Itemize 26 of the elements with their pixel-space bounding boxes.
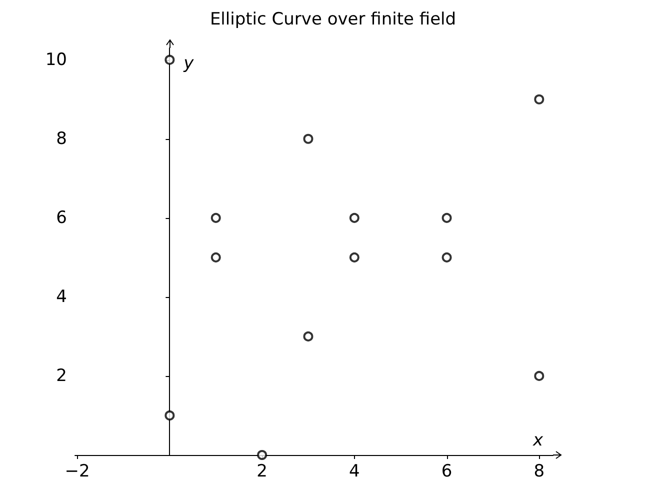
y-axis-title: y (182, 54, 195, 74)
point (349, 252, 360, 262)
point (210, 212, 221, 223)
x-tick-label: 2 (256, 462, 268, 482)
y-tick-label: 4 (56, 286, 67, 307)
point (210, 252, 221, 262)
point (349, 212, 360, 223)
point (442, 252, 452, 262)
point (257, 450, 268, 460)
point (534, 94, 544, 104)
x-tick-label: 8 (534, 462, 545, 482)
point (534, 370, 544, 381)
chart-title: Elliptic Curve over finite field (210, 10, 456, 30)
x-tick-label: −2 (64, 462, 90, 482)
y-tick-label: 2 (56, 366, 67, 386)
y-tick-label: 6 (56, 208, 67, 228)
point (164, 54, 175, 65)
x-tick-label: 4 (348, 462, 360, 482)
point (164, 410, 175, 420)
point (303, 331, 314, 342)
x-axis-title: x (532, 430, 544, 450)
point (442, 212, 452, 223)
y-tick-label: 10 (45, 50, 67, 70)
y-tick-label: 8 (56, 128, 67, 149)
point (303, 134, 314, 144)
x-tick-label: 6 (441, 462, 452, 482)
